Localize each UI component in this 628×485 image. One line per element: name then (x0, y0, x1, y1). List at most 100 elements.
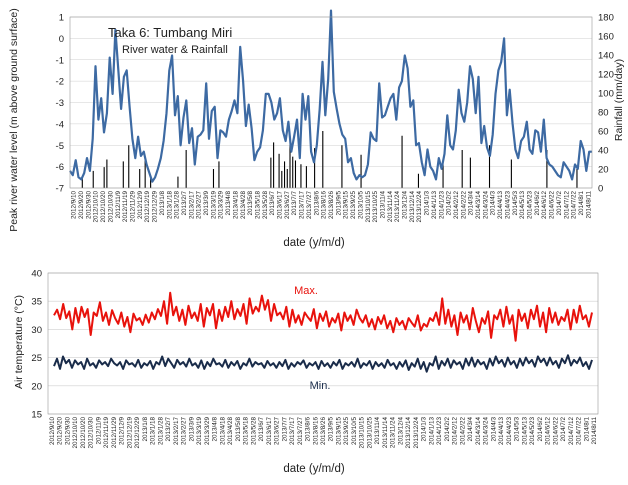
bottom-x-tick-label: 2013/1/18 (150, 417, 157, 446)
bottom-x-tick-label: 2013/5/28 (250, 417, 257, 446)
bottom-x-tick-label: 2013/2/17 (173, 417, 180, 446)
top-x-tick-label: 2013/5/28 (262, 191, 269, 220)
bottom-x-tick-label: 2014/1/13 (429, 417, 436, 446)
bottom-x-tick-label: 2014/3/14 (475, 417, 482, 446)
top-x-axis-label: date (y/m/d) (283, 237, 345, 249)
top-x-tick-label: 2013/10/15 (365, 191, 372, 223)
top-x-tick-label: 2013/9/5 (335, 191, 342, 216)
top-right-tick-label: 180 (598, 13, 614, 24)
bottom-x-tick-label: 2014/6/22 (552, 417, 559, 446)
bottom-x-tick-label: 2013/5/8 (235, 417, 242, 442)
top-x-tick-label: 2013/10/25 (372, 191, 379, 223)
river-water-series (69, 9, 592, 183)
top-right-tick-label: 160 (598, 32, 614, 43)
top-x-tick-label: 2013/8/16 (321, 191, 328, 220)
bottom-x-tick-label: 2013/3/19 (196, 417, 203, 446)
bottom-x-tick-label: 2013/10/25 (367, 417, 374, 449)
top-x-tick-label: 2013/1/8 (159, 191, 166, 216)
top-x-tick-label: 2013/6/17 (277, 191, 284, 220)
bottom-x-tick-label: 2012/10/30 (88, 417, 95, 449)
bottom-x-tick-label: 2012/9/10 (49, 417, 56, 446)
top-x-tick-label: 2013/1/28 (174, 191, 181, 220)
bottom-x-tick-label: 2013/8/6 (305, 417, 312, 442)
bottom-x-tick-label: 2014/5/23 (529, 417, 536, 446)
top-right-tick-label: 20 (598, 165, 609, 176)
bottom-x-tick-label: 2014/4/23 (506, 417, 513, 446)
top-x-tick-label: 2014/2/2 (446, 191, 453, 216)
bottom-y-tick-label: 30 (31, 325, 42, 336)
top-x-tick-label: 2013/10/5 (357, 191, 364, 220)
top-x-tick-label: 2013/12/4 (402, 191, 409, 220)
top-x-tick-label: 2012/9/30 (85, 191, 92, 220)
axes (47, 16, 599, 415)
bottom-x-tick-label: 2013/8/16 (312, 417, 319, 446)
bottom-x-tick-label: 2014/1/3 (421, 417, 428, 442)
bottom-x-tick-label: 2014/4/3 (490, 417, 497, 442)
top-x-tick-label: 2013/9/25 (350, 191, 357, 220)
bottom-x-tick-label: 2014/2/2 (444, 417, 451, 442)
bottom-x-tick-label: 2013/11/14 (382, 417, 389, 449)
top-left-tick-label: 1 (59, 13, 64, 24)
bottom-x-tick-label: 2013/4/28 (227, 417, 234, 446)
top-x-tick-label: 2012/11/29 (130, 191, 137, 223)
bottom-x-tick-label: 2013/12/24 (413, 417, 420, 449)
bottom-x-tick-label: 2012/9/20 (57, 417, 64, 446)
bottom-x-tick-label: 2012/11/29 (111, 417, 118, 449)
top-x-tick-label: 2014/7/12 (563, 191, 570, 220)
top-x-tick-label: 2014/3/24 (482, 191, 489, 220)
top-x-tick-label: 2013/4/18 (232, 191, 239, 220)
bottom-x-tick-label: 2013/8/26 (320, 417, 327, 446)
bottom-x-tick-label: 2013/1/28 (157, 417, 164, 446)
bottom-x-tick-label: 2013/9/15 (336, 417, 343, 446)
bottom-x-tick-label: 2013/4/18 (219, 417, 226, 446)
bottom-y-tick-label: 20 (31, 381, 42, 392)
bottom-x-tick-label: 2012/12/29 (134, 417, 141, 449)
tick-labels: -7-6-5-4-3-2-101020406080100120140160180… (31, 13, 613, 449)
top-x-tick-label: 2013/11/14 (387, 191, 394, 223)
top-x-tick-label: 2014/1/23 (438, 191, 445, 220)
top-right-tick-label: 40 (598, 146, 609, 157)
top-plot-frame (69, 16, 593, 189)
bottom-x-tick-label: 2014/7/22 (576, 417, 583, 446)
bottom-x-tick-label: 2013/7/27 (297, 417, 304, 446)
top-x-tick-label: 2014/6/12 (541, 191, 548, 220)
bottom-x-tick-label: 2014/5/3 (514, 417, 521, 442)
top-x-tick-label: 2014/1/3 (424, 191, 431, 216)
bottom-x-tick-label: 2014/8/1 (583, 417, 590, 442)
bottom-x-tick-label: 2014/6/12 (545, 417, 552, 446)
top-x-tick-label: 2012/9/10 (71, 191, 78, 220)
top-x-tick-label: 2014/7/2 (556, 191, 563, 216)
top-x-tick-label: 2012/11/19 (122, 191, 129, 223)
bottom-y-tick-label: 25 (31, 353, 42, 364)
bottom-x-tick-label: 2013/10/5 (351, 417, 358, 446)
top-right-tick-label: 0 (598, 184, 603, 195)
bottom-x-tick-label: 2012/9/30 (64, 417, 71, 446)
river-water-line (69, 9, 592, 183)
top-x-tick-label: 2013/7/17 (299, 191, 306, 220)
bottom-x-tick-label: 2013/9/5 (328, 417, 335, 442)
top-left-tick-label: 0 (59, 34, 64, 45)
bottom-x-tick-label: 2013/6/27 (274, 417, 281, 446)
top-x-tick-label: 2012/12/19 (144, 191, 151, 223)
max-series-label: Max. (294, 285, 318, 297)
top-x-tick-label: 2013/6/7 (269, 191, 276, 216)
top-x-tick-label: 2013/9/15 (343, 191, 350, 220)
bottom-x-tick-label: 2012/12/19 (126, 417, 133, 449)
top-x-tick-label: 2014/5/13 (519, 191, 526, 220)
top-right-tick-label: 60 (598, 127, 609, 138)
bottom-x-tick-label: 2014/5/13 (521, 417, 528, 446)
top-x-tick-label: 2014/5/3 (512, 191, 519, 216)
top-x-tick-label: 2013/3/19 (210, 191, 217, 220)
temperature-lines (53, 291, 593, 373)
top-x-tick-label: 2013/7/27 (306, 191, 313, 220)
top-x-tick-label: 2013/2/17 (188, 191, 195, 220)
bottom-x-tick-label: 2014/8/11 (591, 417, 598, 445)
top-x-tick-label: 2013/8/26 (328, 191, 335, 220)
bottom-x-tick-label: 2014/3/4 (467, 417, 474, 442)
bottom-x-tick-label: 2013/1/8 (142, 417, 149, 442)
top-x-tick-label: 2014/6/22 (549, 191, 556, 220)
top-x-tick-label: 2014/8/11 (585, 191, 592, 219)
top-x-tick-label: 2014/3/14 (475, 191, 482, 220)
